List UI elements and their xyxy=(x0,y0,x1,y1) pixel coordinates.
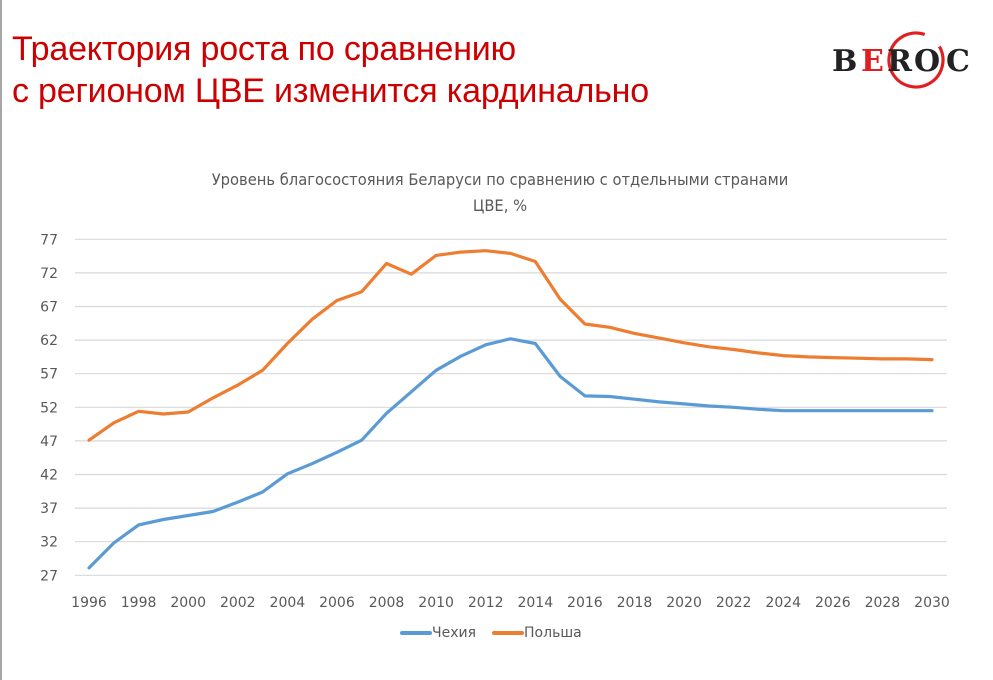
y-tick-label: 72 xyxy=(40,266,58,282)
x-tick-label: 2014 xyxy=(517,595,553,611)
x-tick-label: 2004 xyxy=(270,595,306,611)
gridlines xyxy=(75,238,947,576)
logo-letter-r: R xyxy=(887,44,913,79)
x-tick-label: 2000 xyxy=(170,595,206,611)
x-tick-label: 1998 xyxy=(121,595,157,611)
legend-item-czechia: Чехия xyxy=(400,625,476,641)
logo-letter-e: E xyxy=(861,44,884,79)
x-tick-label: 2010 xyxy=(418,595,454,611)
x-tick-label: 2016 xyxy=(567,595,603,611)
y-tick-label: 32 xyxy=(40,535,58,551)
legend-swatch-poland xyxy=(492,631,525,635)
series-line-poland xyxy=(87,249,934,442)
x-tick-label: 2020 xyxy=(666,595,702,611)
chart-legend: Чехия Польша xyxy=(400,625,582,641)
y-axis-ticks: 77 72 67 62 57 52 47 42 37 32 27 xyxy=(40,232,58,584)
y-tick-label: 47 xyxy=(40,434,58,450)
x-tick-label: 2022 xyxy=(716,595,752,611)
legend-item-poland: Польша xyxy=(492,625,582,641)
y-tick-label: 57 xyxy=(40,367,58,383)
x-tick-label: 2002 xyxy=(220,595,256,611)
y-tick-label: 52 xyxy=(40,400,58,416)
chart-title-line-2: ЦВЕ, % xyxy=(472,196,528,215)
legend-swatch-czechia xyxy=(400,631,432,635)
slide-title-line-2: с регионом ЦВЕ изменится кардинально xyxy=(12,72,649,110)
beroc-logo-graphic: B E R O C xyxy=(832,31,970,89)
beroc-logo: B E R O C xyxy=(828,18,978,98)
x-tick-label: 2026 xyxy=(815,595,851,611)
x-tick-label: 2018 xyxy=(617,595,653,611)
x-tick-label: 2012 xyxy=(468,595,504,611)
x-axis-ticks: 1996 1998 2000 2002 2004 2006 2008 2010 2012 2014… xyxy=(71,595,950,611)
chart-title-line-1: Уровень благосостояния Беларуси по сравн… xyxy=(211,170,789,189)
slide-title-line-1: Траектория роста по сравнению xyxy=(12,30,516,68)
x-tick-label: 2008 xyxy=(369,595,405,611)
legend-label-poland: Польша xyxy=(524,625,582,641)
x-tick-label: 2006 xyxy=(319,595,355,611)
x-tick-label: 2024 xyxy=(765,595,801,611)
y-tick-label: 62 xyxy=(40,333,58,349)
legend-label-czechia: Чехия xyxy=(432,625,477,641)
y-tick-label: 42 xyxy=(40,468,58,484)
x-tick-label: 2030 xyxy=(914,595,950,611)
series-line-czechia xyxy=(87,337,934,570)
y-tick-label: 67 xyxy=(40,300,58,316)
logo-letter-b: B xyxy=(832,44,857,79)
y-tick-label: 77 xyxy=(40,232,58,248)
chart-title: Уровень благосостояния Беларуси по сравн… xyxy=(132,167,868,219)
y-tick-label: 27 xyxy=(40,568,58,584)
slide-left-border xyxy=(0,0,2,680)
y-tick-label: 37 xyxy=(40,501,58,517)
logo-letter-c: C xyxy=(946,44,970,79)
logo-ring-icon xyxy=(887,31,945,89)
x-tick-label: 1996 xyxy=(71,595,107,611)
x-tick-label: 2028 xyxy=(865,595,901,611)
slide-title: Траектория роста по сравнению с регионом… xyxy=(12,28,649,112)
logo-letter-o: O xyxy=(914,44,940,79)
series-lines xyxy=(87,249,934,570)
